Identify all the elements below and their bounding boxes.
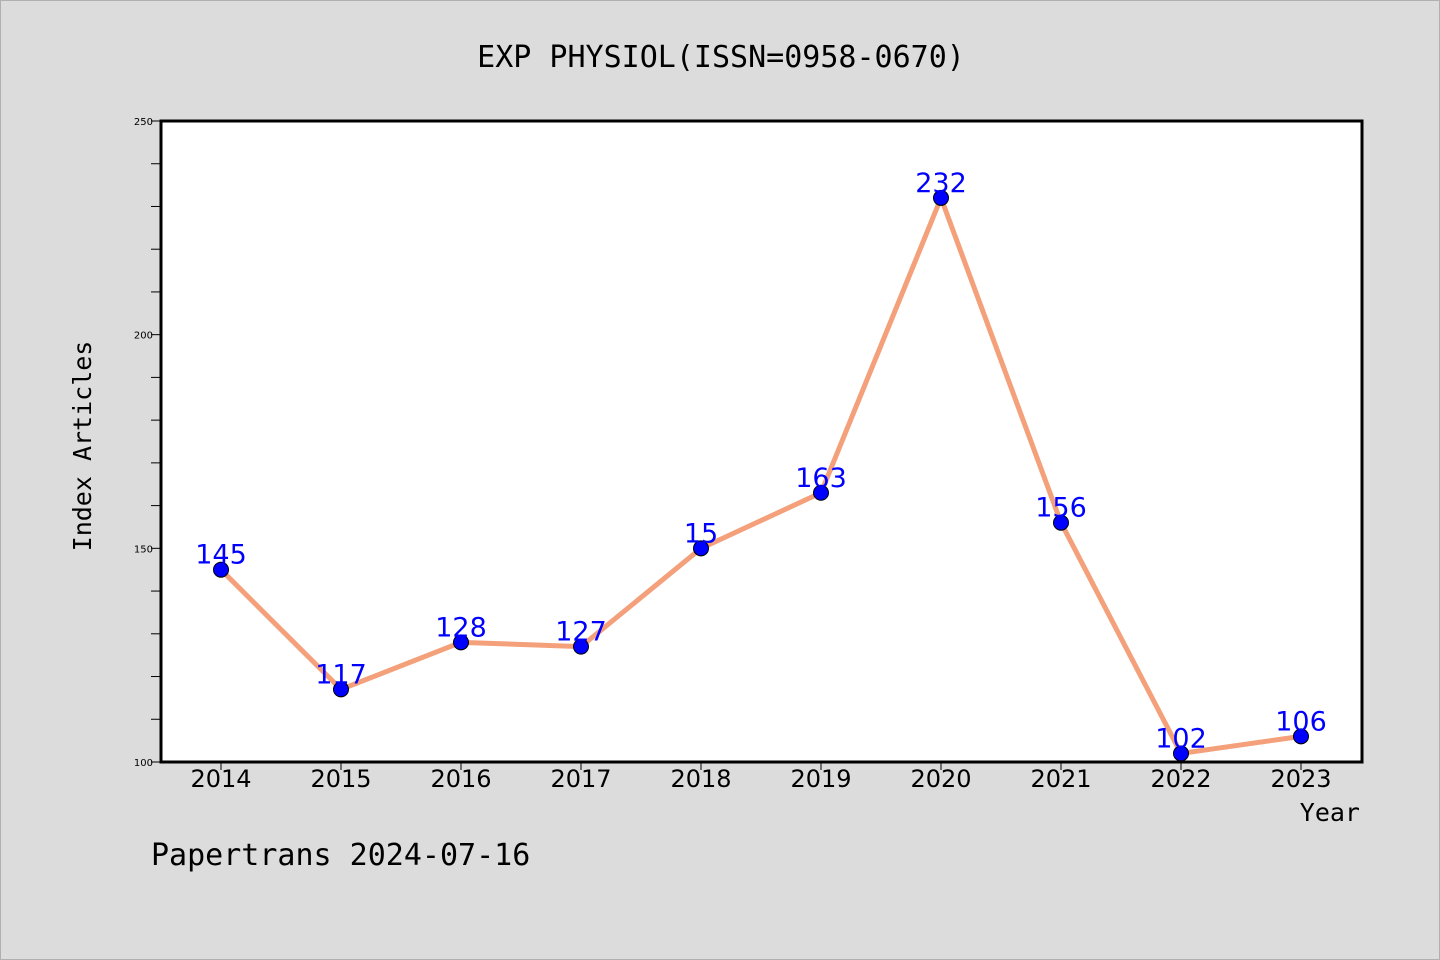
- plot-area: [159, 119, 1364, 764]
- data-point: [453, 634, 469, 651]
- x-tick-label: 2014: [190, 765, 251, 793]
- x-tick-label: 2022: [1150, 765, 1211, 793]
- data-point: [693, 540, 709, 557]
- x-tick-label: 2017: [550, 765, 611, 793]
- data-label: 102: [1155, 723, 1207, 754]
- y-axis-title: Index Articles: [68, 341, 97, 552]
- chart-title: EXP PHYSIOL(ISSN=0958-0670): [477, 40, 965, 75]
- x-tick-label: 2018: [670, 765, 731, 793]
- x-axis-title: Year: [1300, 798, 1360, 827]
- data-point: [1173, 745, 1189, 762]
- data-point: [813, 484, 829, 501]
- x-tick-label: 2016: [430, 765, 491, 793]
- data-label: 163: [795, 463, 847, 494]
- x-axis: 2014 2015 2016 2017 2018 2019 2020 2021 2022 2023: [190, 762, 1332, 793]
- data-label: 117: [315, 659, 367, 690]
- y-axis: 100 150 200 250: [134, 117, 161, 769]
- data-point: [573, 638, 589, 655]
- data-point: [933, 189, 949, 206]
- data-label: 145: [195, 540, 247, 571]
- data-label: 232: [915, 168, 967, 199]
- y-tick-label: 250: [134, 117, 153, 128]
- data-labels: 145 117 128 127 15 163 232 156 102 106: [195, 168, 1327, 755]
- data-label: 127: [555, 617, 607, 648]
- footer-date-stamp: Papertrans 2024-07-16: [151, 838, 530, 873]
- series-line: [218, 195, 1304, 756]
- data-point: [213, 561, 229, 578]
- x-tick-label: 2015: [310, 765, 371, 793]
- x-tick-label: 2019: [790, 765, 851, 793]
- data-label: 106: [1275, 706, 1327, 737]
- data-points: [213, 189, 1309, 762]
- data-point: [1053, 514, 1069, 531]
- y-tick-label: 200: [134, 331, 153, 342]
- data-label: 156: [1035, 493, 1087, 524]
- data-label: 128: [435, 612, 487, 643]
- y-tick-label: 150: [134, 544, 153, 555]
- x-tick-label: 2021: [1030, 765, 1091, 793]
- data-point: [1293, 728, 1309, 745]
- data-label: 15: [684, 518, 718, 549]
- y-tick-label: 100: [134, 758, 153, 769]
- data-point: [333, 681, 349, 698]
- x-tick-label: 2020: [910, 765, 971, 793]
- x-tick-label: 2023: [1270, 765, 1331, 793]
